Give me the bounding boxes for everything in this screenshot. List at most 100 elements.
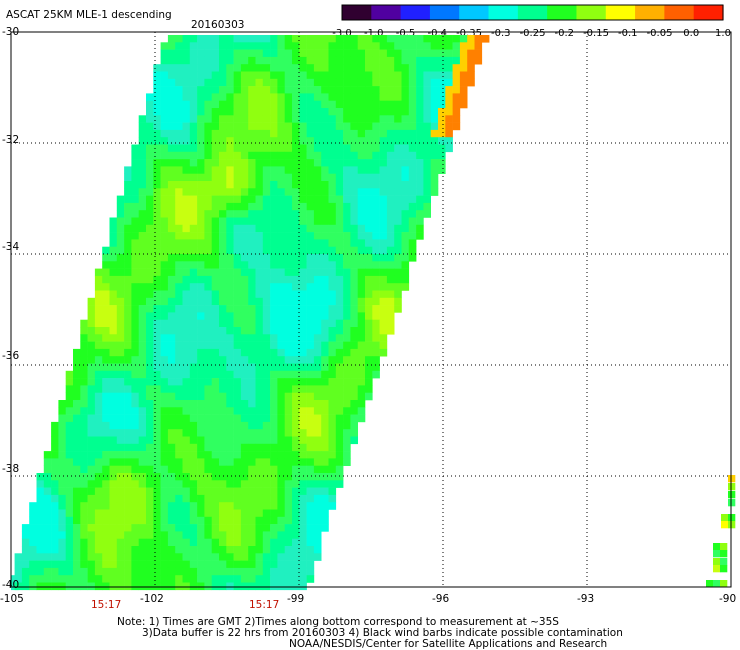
swath-cell [124,181,132,189]
swath-cell [197,451,205,459]
swath-cell [255,108,264,116]
swath-cell [343,202,351,211]
swath-cell [386,254,395,262]
swath-cell [211,151,220,160]
swath-cell [445,144,453,153]
swath-cell [153,115,161,123]
swath-cell [138,210,147,218]
swath-cell [233,509,242,518]
swath-cell [357,348,366,357]
swath-cell [226,151,234,160]
swath-cell [219,567,227,576]
swath-cell [313,166,322,174]
swath-cell [467,49,475,58]
swath-cell [211,363,220,372]
swath-cell [321,181,329,189]
swath-cell [175,421,183,430]
swath-cell [204,151,212,160]
swath-cell [335,458,344,466]
swath-cell [328,421,337,430]
swath-cell [292,188,300,196]
swath-cell [138,327,147,335]
swath-cell [248,232,256,240]
swath-cell [233,56,242,65]
swath-cell [109,553,118,561]
swath-cell [189,173,198,182]
swath-cell [321,436,329,445]
swath-cell [175,78,183,87]
swath-cell [146,195,154,204]
swath-cell [408,64,417,72]
swath-cell [335,195,344,204]
swath-cell [51,429,59,437]
swath-cell [58,567,66,576]
swath-cell [211,502,220,510]
swath-cell [255,195,264,204]
swath-cell [401,71,410,80]
swath-cell [204,71,212,80]
swath-cell [255,129,264,138]
swath-cell [80,575,88,583]
swath-cell [102,305,110,313]
swath-cell [313,100,322,109]
swath-cell [211,195,220,204]
swath-cell [189,524,198,532]
swath-cell [394,71,402,80]
swath-cell [292,129,300,138]
swath-cell [204,283,212,291]
swath-cell [153,71,161,80]
swath-cell [94,436,103,445]
swath-cell [306,49,315,58]
swath-cell [313,480,322,488]
swath-cell [321,224,329,233]
swath-cell [306,348,315,357]
swath-cell [182,451,191,459]
swath-cell [343,239,351,247]
swath-cell [357,56,366,65]
swath-cell [36,538,45,547]
swath-cell [160,108,169,116]
swath-cell [211,473,220,481]
swath-cell [182,443,191,452]
swath-cell [226,71,234,80]
swath-cell [167,297,176,306]
swath-cell [284,370,293,379]
swath-cell [321,465,329,474]
swath-cell [219,64,227,72]
swath-cell [357,64,366,72]
swath-cell [182,378,191,386]
swath-cell [182,144,191,153]
swath-cell [394,100,402,109]
swath-cell [160,210,169,218]
swath-cell [423,42,431,50]
swath-cell [219,465,227,474]
swath-cell [160,407,169,415]
swath-cell [138,319,147,328]
swath-cell [343,181,351,189]
swath-cell [182,100,191,109]
swath-cell [248,414,256,423]
swath-cell [211,78,220,87]
swath-cell [372,115,380,123]
swath-cell [313,188,322,196]
swath-cell [481,35,490,43]
swath-cell [204,516,212,525]
swath-cell [65,443,74,452]
swath-cell [73,378,81,386]
swath-cell [87,567,96,576]
swath-cell [255,42,264,50]
swath-cell [474,56,483,65]
swath-cell [386,232,395,240]
swath-cell [335,319,344,328]
swath-cell [408,71,417,80]
swath-cell [386,144,395,153]
colorbar-tick-label: -0.25 [520,28,546,39]
swath-cell [328,56,337,65]
swath-cell [357,151,366,160]
swath-cell [248,451,256,459]
swath-cell [313,93,322,101]
swath-cell [204,443,212,452]
swath-cell [189,283,198,291]
swath-cell [284,582,293,591]
swath-cell [240,232,249,240]
